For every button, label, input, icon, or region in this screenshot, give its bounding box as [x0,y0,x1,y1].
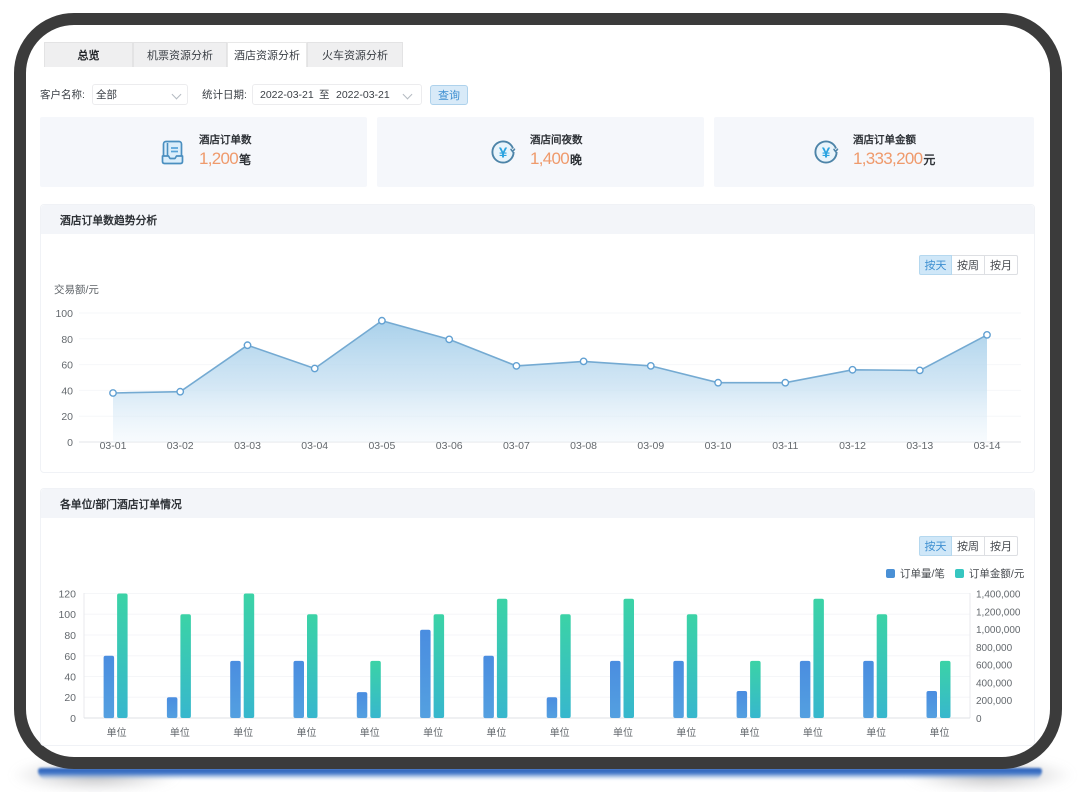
svg-text:03-03: 03-03 [234,440,261,452]
svg-text:200,000: 200,000 [976,696,1013,707]
svg-text:03-14: 03-14 [974,440,1001,452]
svg-text:400,000: 400,000 [976,678,1013,689]
svg-text:单位: 单位 [550,726,570,739]
svg-text:600,000: 600,000 [976,661,1013,672]
svg-text:03-12: 03-12 [839,440,866,452]
svg-text:¥: ¥ [822,144,831,161]
svg-text:单位: 单位 [170,726,190,739]
svg-text:60: 60 [61,360,73,372]
svg-text:0: 0 [976,714,982,725]
svg-text:单位: 单位 [233,726,253,739]
svg-text:1,000,000: 1,000,000 [976,625,1021,636]
svg-text:单位: 单位 [866,726,886,739]
svg-text:80: 80 [64,630,76,642]
svg-text:100: 100 [55,308,73,320]
svg-text:03-11: 03-11 [772,440,798,452]
svg-text:20: 20 [61,411,73,423]
svg-text:单位: 单位 [297,726,317,739]
svg-text:单位: 单位 [360,726,380,739]
svg-text:03-13: 03-13 [906,440,933,452]
svg-text:40: 40 [64,672,76,684]
svg-text:单位: 单位 [423,726,443,739]
svg-text:单位: 单位 [676,726,696,739]
svg-text:20: 20 [64,692,76,704]
svg-text:单位: 单位 [107,726,127,739]
svg-text:03-06: 03-06 [436,440,463,452]
svg-text:1,400,000: 1,400,000 [976,590,1021,601]
svg-text:单位: 单位 [613,726,633,739]
svg-text:800,000: 800,000 [976,643,1013,654]
svg-text:03-02: 03-02 [167,440,194,452]
svg-text:40: 40 [61,385,73,397]
svg-text:120: 120 [58,589,76,601]
svg-text:¥: ¥ [499,144,508,161]
svg-text:03-07: 03-07 [503,440,530,452]
svg-text:03-04: 03-04 [301,440,328,452]
svg-text:03-08: 03-08 [570,440,597,452]
svg-text:03-05: 03-05 [368,440,395,452]
svg-text:60: 60 [64,651,76,663]
svg-text:03-10: 03-10 [705,440,732,452]
svg-text:03-01: 03-01 [100,440,127,452]
svg-text:03-09: 03-09 [637,440,664,452]
svg-text:0: 0 [67,437,73,449]
svg-text:0: 0 [70,713,76,725]
svg-text:单位: 单位 [930,726,950,739]
svg-text:单位: 单位 [740,726,760,739]
svg-text:单位: 单位 [803,726,823,739]
svg-text:100: 100 [58,609,76,621]
svg-text:1,200,000: 1,200,000 [976,607,1021,618]
svg-text:单位: 单位 [486,726,506,739]
svg-text:80: 80 [61,334,73,346]
